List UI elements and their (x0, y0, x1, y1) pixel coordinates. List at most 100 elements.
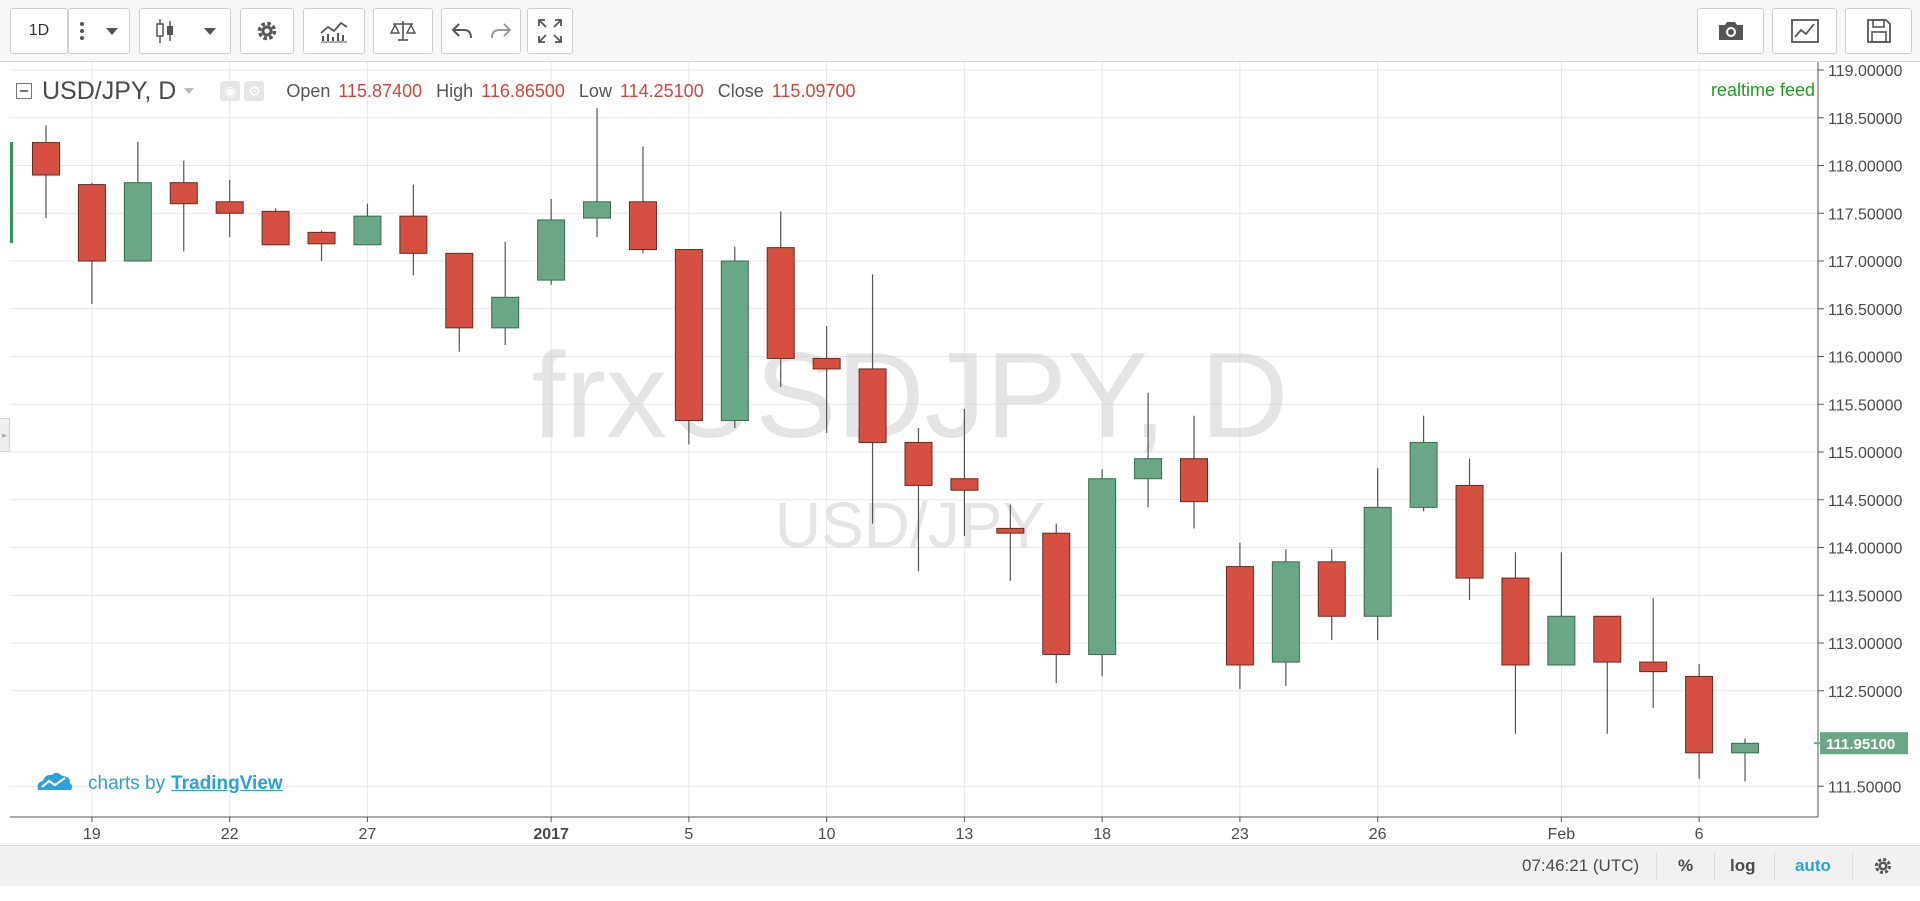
candle-body (583, 201, 612, 219)
y-tick-label: 114.50000 (1828, 493, 1903, 510)
candle-body (812, 357, 841, 370)
chart-properties-button[interactable] (1772, 8, 1837, 54)
tradingview-link[interactable]: TradingView (171, 773, 283, 794)
candle[interactable] (1180, 415, 1208, 529)
collapse-icon[interactable] (16, 83, 32, 99)
save-button[interactable] (1845, 8, 1912, 54)
candle-body (950, 478, 979, 491)
candle[interactable] (261, 208, 290, 246)
redo-icon[interactable] (489, 21, 513, 41)
undo-icon[interactable] (450, 21, 474, 41)
x-tick-label: 22 (221, 826, 239, 843)
candle[interactable] (904, 428, 933, 572)
candle-body (32, 142, 60, 176)
candle-body (766, 247, 795, 359)
tradingview-logo-icon (34, 770, 74, 798)
open-value: 115.87400 (338, 80, 423, 101)
candle[interactable] (1409, 415, 1438, 512)
side-panel-toggle[interactable]: ▸ (0, 418, 10, 452)
interval-menu-button[interactable] (68, 8, 130, 54)
candle[interactable] (858, 274, 887, 524)
y-tick-label: 113.00000 (1828, 636, 1903, 653)
log-toggle[interactable]: log (1730, 856, 1756, 875)
candle[interactable] (766, 211, 795, 388)
candle[interactable] (491, 241, 520, 346)
watermark-pair: USD/JPY (775, 489, 1045, 561)
candle[interactable] (537, 198, 566, 285)
candle[interactable] (1639, 598, 1668, 708)
interval-button[interactable]: 1D (10, 8, 68, 54)
candle[interactable] (628, 146, 657, 254)
percent-toggle[interactable]: % (1678, 856, 1694, 875)
low-value: 114.25100 (619, 80, 704, 101)
candle[interactable] (1042, 523, 1071, 684)
x-tick-label: 6 (1695, 826, 1704, 843)
candle-body (1042, 532, 1071, 655)
candle[interactable] (1134, 392, 1163, 508)
price-chart[interactable]: frxUSDJPY, D USD/JPY 119.00000 118.50000 1… (0, 62, 1920, 845)
candle[interactable] (950, 409, 979, 537)
utc-clock[interactable]: 07:46:21 (UTC) (1522, 856, 1640, 875)
candle-body (858, 368, 887, 443)
y-tick-label: 119.00000 (1828, 63, 1903, 80)
candle-body (491, 296, 520, 329)
candle[interactable] (169, 160, 198, 252)
candle[interactable] (353, 203, 382, 246)
candle[interactable] (1317, 549, 1346, 641)
candle[interactable] (674, 249, 703, 445)
candle-body (1180, 458, 1208, 503)
candle[interactable] (307, 230, 336, 261)
candle[interactable] (812, 325, 841, 433)
eye-icon[interactable]: ◉ (220, 81, 241, 101)
candle[interactable] (1455, 458, 1484, 601)
candle[interactable] (123, 141, 152, 262)
candle[interactable] (720, 246, 749, 429)
candle-body (261, 210, 290, 246)
candle-body (1455, 484, 1484, 579)
high-label: High (436, 80, 474, 101)
candle[interactable] (1731, 738, 1760, 782)
y-tick-label: 112.50000 (1828, 684, 1903, 701)
candle[interactable] (1593, 615, 1622, 734)
candle-body (1685, 675, 1714, 754)
auto-toggle[interactable]: auto (1795, 856, 1831, 875)
candle-body (123, 182, 152, 262)
chart-legend: USD/JPY, D ◉ ⚙ Open 115.87400 High 116.8… (16, 76, 870, 106)
legend-symbol[interactable]: USD/JPY, D (42, 76, 177, 105)
realtime-feed-label: realtime feed (1710, 80, 1815, 100)
chevron-down-icon[interactable] (184, 88, 195, 94)
snapshot-button[interactable] (1697, 8, 1764, 54)
candle[interactable] (1547, 552, 1576, 666)
candle-body (1271, 561, 1300, 663)
candle[interactable] (1685, 664, 1714, 779)
compare-button[interactable] (373, 8, 433, 54)
chart-style-button[interactable] (139, 8, 231, 54)
fullscreen-button[interactable] (527, 8, 573, 54)
candle[interactable] (215, 179, 244, 238)
candle[interactable] (1501, 552, 1530, 734)
candle-body (1134, 458, 1163, 480)
candle[interactable] (445, 252, 474, 352)
candle[interactable] (1225, 542, 1254, 689)
indicators-icon (319, 19, 349, 43)
candle[interactable] (996, 504, 1025, 581)
candle-body (1731, 742, 1760, 754)
candle-body (77, 184, 106, 262)
x-tick-label: 18 (1093, 826, 1111, 843)
candle[interactable] (77, 182, 106, 304)
candle[interactable] (1363, 468, 1392, 641)
candle[interactable] (1271, 549, 1300, 686)
tradingview-branding[interactable]: charts by TradingView (34, 770, 283, 798)
candle[interactable] (399, 184, 428, 276)
candle[interactable] (1088, 469, 1117, 677)
indicators-button[interactable] (303, 8, 365, 54)
candle-body (307, 231, 336, 245)
candle-body (1225, 566, 1254, 666)
candle[interactable] (32, 125, 60, 219)
candle-body (1501, 577, 1530, 666)
x-tick-label: 19 (83, 826, 101, 843)
candle[interactable] (583, 108, 612, 238)
gear-icon[interactable]: ⚙ (244, 81, 265, 101)
settings-button[interactable] (240, 8, 294, 54)
gear-icon[interactable] (1872, 846, 1894, 886)
